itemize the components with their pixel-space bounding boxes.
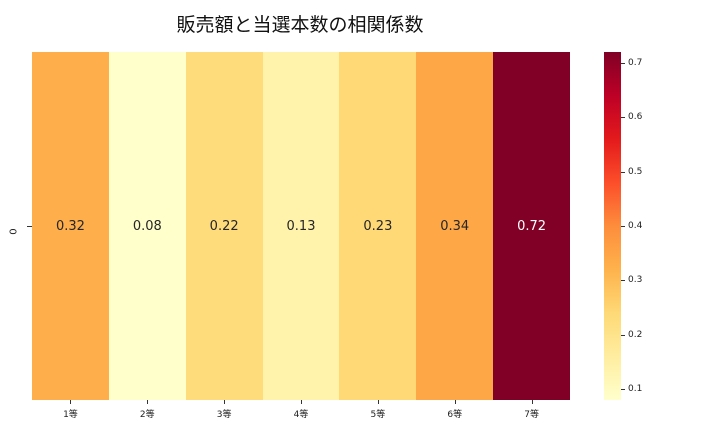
heatmap-cell: 0.23 (339, 52, 417, 400)
x-tick: 1等 (32, 400, 109, 430)
x-axis: 1等 2等 3等 4等 5等 6等 7等 (32, 400, 570, 430)
y-tick-mark (27, 226, 32, 227)
heatmap-cell: 0.32 (32, 52, 109, 400)
heatmap-cell: 0.22 (185, 52, 263, 400)
x-tick: 6等 (416, 400, 493, 430)
colorbar-tick-mark (621, 280, 625, 282)
colorbar-tick-mark (621, 226, 625, 227)
heatmap-cell: 0.34 (416, 52, 494, 400)
colorbar-tick-label: 0.1 (628, 384, 643, 395)
colorbar-tick-mark (621, 117, 625, 119)
colorbar (604, 52, 621, 400)
heatmap-cell: 0.72 (493, 52, 571, 400)
colorbar-tick-label: 0.2 (628, 329, 643, 340)
colorbar-tick-label: 0.7 (628, 57, 643, 68)
chart-title: 販売額と当選本数の相関係数 (176, 14, 424, 36)
colorbar-tick-label: 0.4 (628, 221, 643, 231)
colorbar-tick-mark (621, 389, 625, 391)
colorbar-tick-label: 0.5 (628, 166, 643, 177)
y-tick-label: 0 (8, 228, 20, 235)
heatmap-cell: 0.08 (108, 52, 186, 400)
x-tick: 3等 (186, 400, 263, 430)
colorbar-tick-mark (621, 334, 625, 336)
colorbar-tick-mark (621, 171, 625, 173)
heatmap-row: 0.32 0.08 0.22 0.13 0.23 0.34 0.72 (32, 52, 571, 400)
x-tick: 4等 (263, 400, 340, 430)
colorbar-tick-mark (621, 62, 625, 64)
colorbar-tick-label: 0.3 (628, 275, 643, 286)
x-tick: 2等 (109, 400, 186, 430)
x-tick: 5等 (339, 400, 416, 430)
colorbar-tick-label: 0.6 (628, 112, 643, 123)
heatmap-cell: 0.13 (262, 52, 340, 400)
x-tick: 7等 (493, 400, 570, 430)
